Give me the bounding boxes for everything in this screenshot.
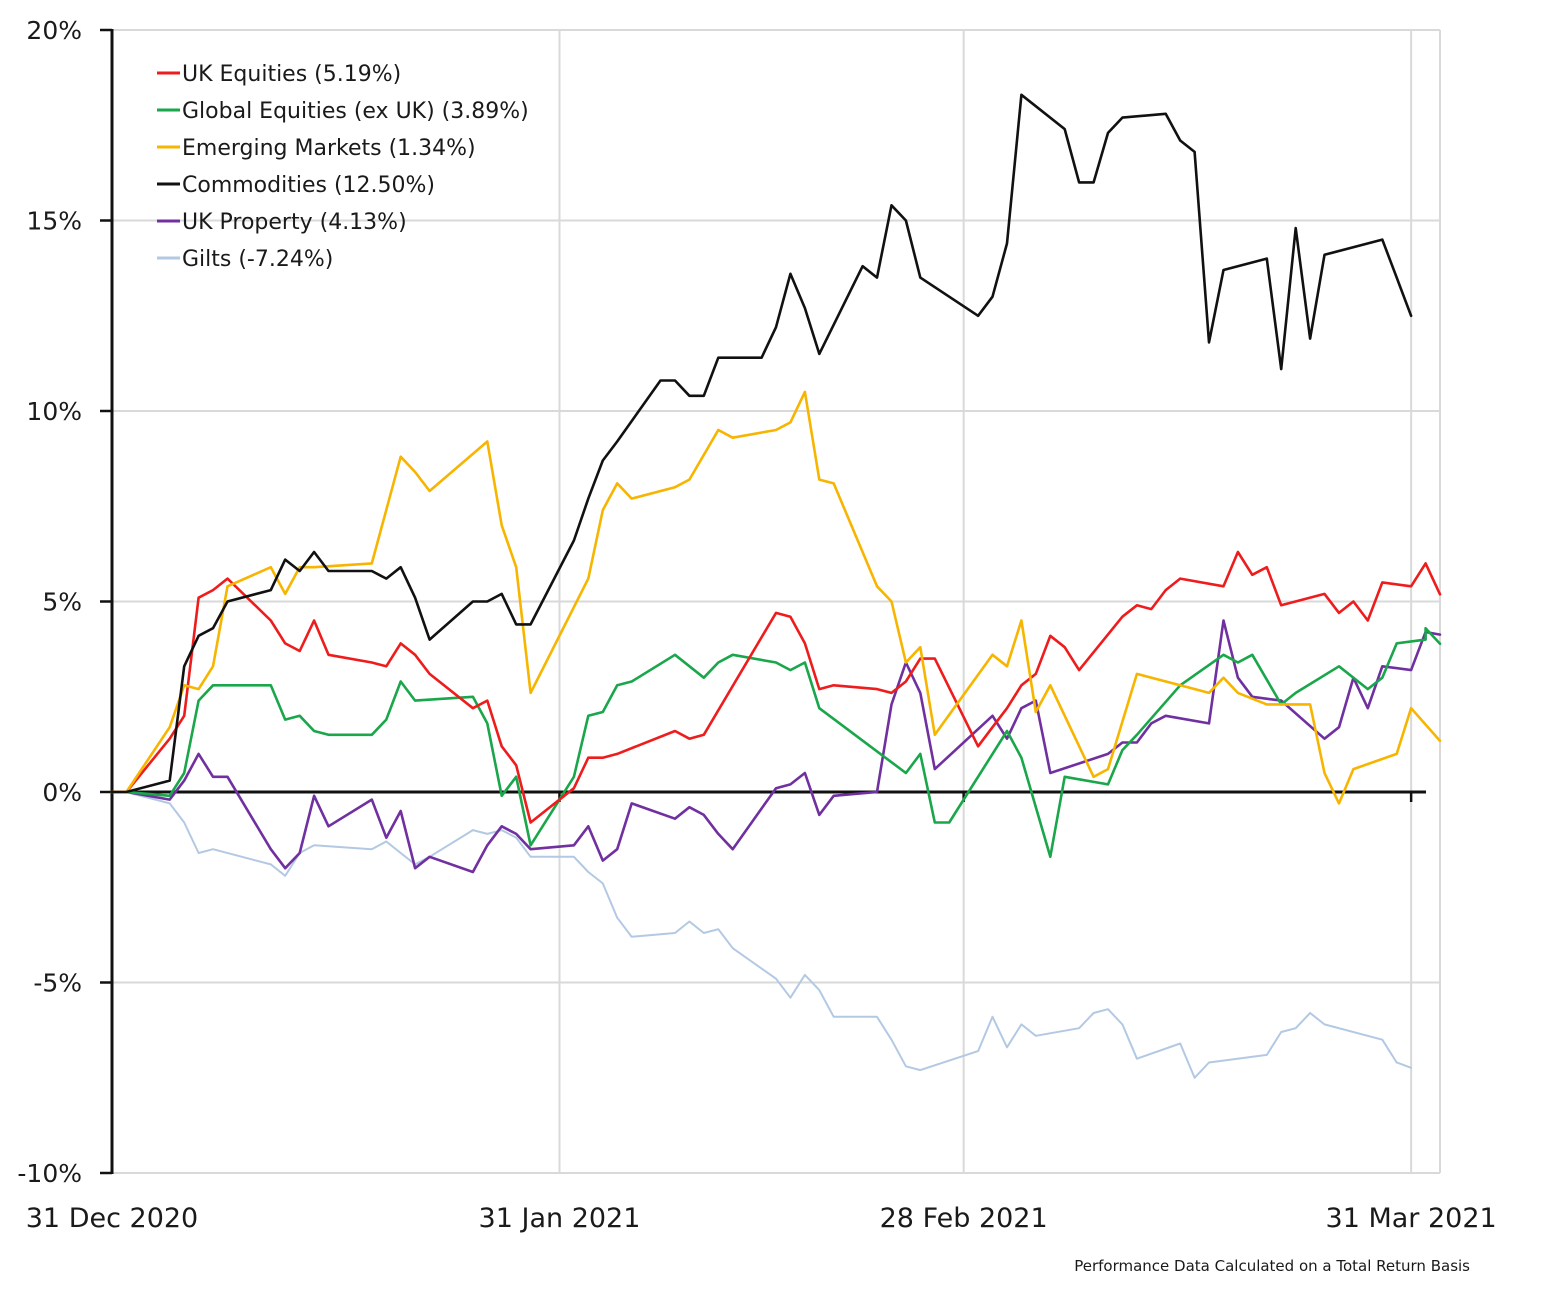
y-tick-labels: -10% -5% 0% 5% 10% 15% 20% [17,16,82,1188]
legend-label: UK Equities (5.19%) [182,62,401,87]
series-lines [110,93,1442,1079]
axes [100,28,1426,1175]
series-line [110,93,1413,794]
series-line [110,550,1442,824]
x-tick-label: 31 Jan 2021 [479,1203,641,1234]
series-line [110,390,1442,805]
footnote: Performance Data Calculated on a Total R… [1074,1257,1470,1275]
x-tick-labels: 31 Dec 2020 31 Jan 2021 28 Feb 2021 31 Mar … [26,1203,1497,1234]
y-tick-label: 20% [26,16,82,45]
y-tick-label: -10% [17,1159,82,1188]
x-tick-label: 31 Dec 2020 [26,1203,198,1234]
y-tick-label: -5% [33,969,82,998]
y-tick-label: 5% [42,588,82,617]
series-line [110,619,1442,874]
y-tick-label: 10% [26,397,82,426]
legend-label: Commodities (12.50%) [182,173,435,198]
legend-label: UK Property (4.13%) [182,210,407,235]
legend-label: Global Equities (ex UK) (3.89%) [182,99,529,124]
x-tick-label: 31 Mar 2021 [1326,1203,1497,1234]
y-tick-label: 0% [42,778,82,807]
series-line [110,626,1442,859]
legend-label: Emerging Markets (1.34%) [182,136,476,161]
legend: UK Equities (5.19%) Global Equities (ex U… [157,62,529,272]
series-line [111,791,1413,1079]
x-tick-label: 28 Feb 2021 [880,1203,1048,1234]
legend-label: Gilts (-7.24%) [182,247,333,272]
y-tick-label: 15% [26,207,82,236]
grid-lines [112,29,1441,1174]
